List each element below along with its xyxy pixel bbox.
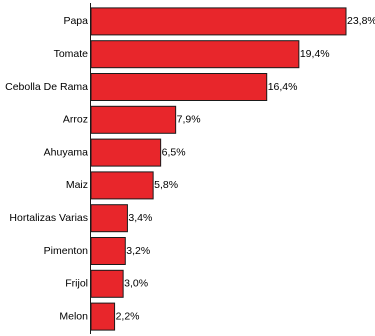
value-label: 2,2%	[116, 310, 140, 322]
bar-cebolla-de-rama	[90, 73, 268, 101]
bar-melon	[90, 302, 116, 331]
category-label: Tomate	[54, 48, 89, 60]
category-label: Pimenton	[44, 245, 89, 257]
category-label: Hortalizas Varias	[9, 212, 88, 224]
category-label: Arroz	[63, 114, 88, 126]
value-label: 6,5%	[162, 146, 186, 158]
bar-hortalizas-varias	[90, 204, 128, 233]
bar-maiz	[90, 171, 154, 200]
value-label: 19,4%	[300, 48, 330, 60]
bar-papa	[90, 7, 347, 36]
value-label: 3,2%	[126, 245, 150, 257]
category-label: Frijol	[65, 278, 88, 290]
bar-pimenton	[90, 237, 126, 265]
value-label: 16,4%	[268, 81, 298, 93]
value-label: 7,9%	[177, 114, 201, 126]
bar-frijol	[90, 269, 124, 298]
value-label: 3,4%	[128, 212, 152, 224]
value-label: 5,8%	[154, 179, 178, 191]
category-label: Maiz	[66, 179, 88, 191]
category-label: Melon	[59, 310, 88, 322]
bar-ahuyama	[90, 138, 162, 167]
category-label: Cebolla De Rama	[5, 81, 88, 93]
chart-marks: Papa 23,8% Tomate 19,4% Cebolla De Rama 16,4%…	[5, 7, 375, 331]
value-label: 3,0%	[124, 278, 148, 290]
value-label: 23,8%	[347, 15, 375, 27]
bar-tomate	[90, 40, 300, 69]
category-label: Papa	[63, 15, 88, 27]
bar-arroz	[90, 105, 177, 134]
category-label: Ahuyama	[44, 146, 89, 158]
